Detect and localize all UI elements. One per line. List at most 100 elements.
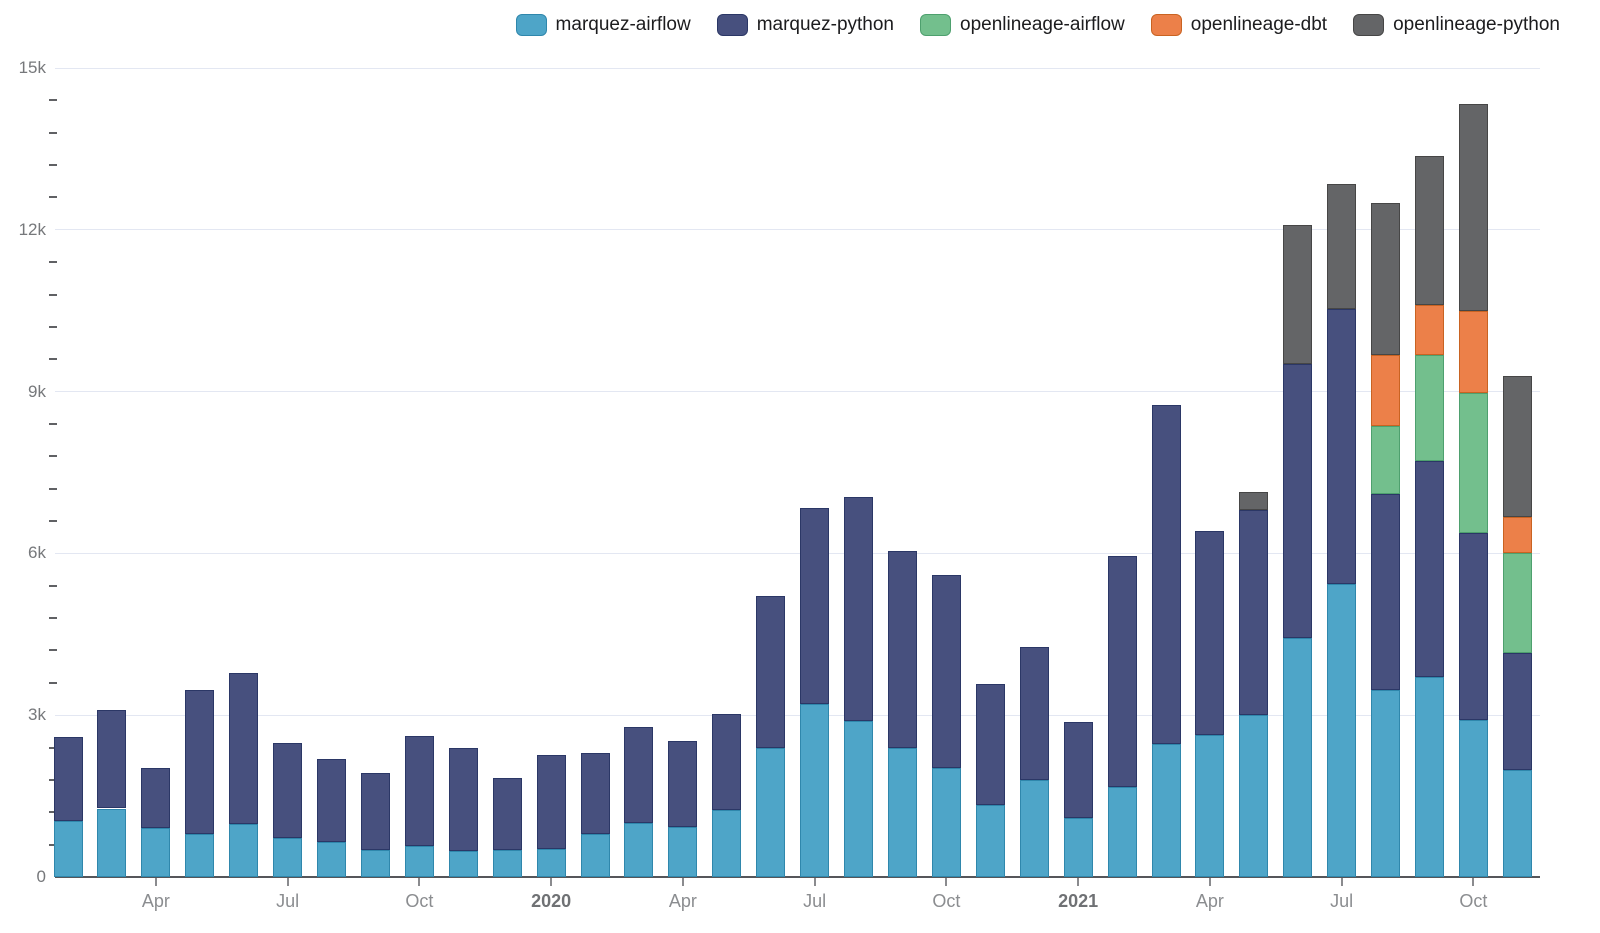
x-tick-Jul [1340,878,1343,886]
bar-segment-marquez-python [492,778,522,851]
y-minor-tick [49,196,57,199]
bar-segment-marquez-airflow [1151,744,1181,877]
bar-segment-marquez-python [580,753,610,834]
y-minor-tick [49,422,57,425]
legend-item-openlineage-airflow[interactable]: openlineage-airflow [920,14,1125,36]
bar-2019-03 [97,0,127,877]
x-tick-Apr [1208,878,1211,886]
bar-segment-marquez-airflow [800,704,830,877]
legend-label: openlineage-dbt [1190,14,1328,35]
legend-swatch-icon [515,14,547,36]
x-axis-label-Apr: Apr [668,891,697,911]
bar-segment-marquez-airflow [492,850,522,877]
y-minor-tick [49,293,57,296]
gridline-6k [55,552,1540,554]
x-tick-Apr [154,878,157,886]
legend-label: openlineage-python [1393,14,1560,35]
x-tick-Oct [945,878,948,886]
legend-item-marquez-python[interactable]: marquez-python [716,14,894,36]
bar-2021-09 [1415,0,1445,877]
bar-segment-marquez-python [1195,530,1225,736]
bar-segment-marquez-python [887,550,917,748]
bar-segment-marquez-airflow [273,838,303,877]
bar-segment-marquez-airflow [360,850,390,877]
x-tick-Oct [418,878,421,886]
bar-segment-marquez-python [931,574,961,769]
bar-segment-openlineage-python [1239,492,1269,511]
bar-segment-marquez-python [1283,364,1313,639]
bar-segment-openlineage-airflow [1502,553,1532,654]
bar-2021-07 [1327,0,1357,877]
bar-segment-marquez-airflow [317,842,347,877]
x-axis-line [55,876,1540,878]
bar-2020-12 [1019,0,1049,877]
bar-segment-marquez-python [1371,494,1401,690]
bar-segment-marquez-airflow [536,848,566,877]
y-minor-tick [49,811,57,814]
bar-segment-openlineage-dbt [1502,516,1532,554]
bar-segment-marquez-python [1107,556,1137,788]
bar-segment-openlineage-dbt [1415,304,1445,355]
x-axis-label-Jul: Jul [803,891,827,911]
bar-segment-marquez-airflow [887,747,917,877]
y-minor-tick [49,358,57,361]
bar-2021-05 [1239,0,1269,877]
x-tick-2021 [1077,878,1080,886]
bar-segment-marquez-airflow [1063,817,1093,877]
legend-label: marquez-airflow [555,14,691,35]
x-tick-Jul [286,878,289,886]
bar-segment-marquez-python [712,714,742,811]
bar-segment-marquez-airflow [229,824,259,877]
bar-segment-marquez-python [97,709,127,809]
x-axis-label-Oct: Oct [405,891,434,911]
bar-segment-marquez-python [1327,309,1357,585]
legend-label: openlineage-airflow [960,14,1125,35]
bar-2021-02 [1107,0,1137,877]
y-axis-label-9k: 9k [28,381,46,401]
y-minor-tick [49,520,57,523]
bar-2019-02 [53,0,83,877]
bar-segment-marquez-airflow [185,833,215,877]
y-minor-tick [49,746,57,749]
bar-segment-marquez-airflow [1239,715,1269,877]
bar-segment-marquez-airflow [1283,638,1313,877]
y-minor-tick [49,261,57,264]
legend-item-openlineage-dbt[interactable]: openlineage-dbt [1150,14,1328,36]
legend-swatch-icon [1353,14,1385,36]
bar-2020-02 [580,0,610,877]
bar-2019-12 [492,0,522,877]
bar-segment-openlineage-python [1415,156,1445,305]
bar-segment-openlineage-dbt [1371,355,1401,427]
bar-2019-06 [229,0,259,877]
bar-2020-08 [844,0,874,877]
y-minor-tick [49,131,57,134]
bar-segment-marquez-python [185,689,215,834]
bar-2021-10 [1458,0,1488,877]
bar-segment-openlineage-python [1502,375,1532,517]
bar-segment-marquez-python [229,673,259,825]
bar-segment-marquez-airflow [668,827,698,877]
gridline-12k [55,229,1540,231]
bar-2020-03 [624,0,654,877]
bar-segment-marquez-python [844,496,874,722]
bar-segment-marquez-airflow [975,804,1005,877]
bar-segment-marquez-airflow [1371,689,1401,877]
bar-2021-03 [1151,0,1181,877]
legend-item-openlineage-python[interactable]: openlineage-python [1353,14,1560,36]
gridline-9k [55,391,1540,393]
bar-segment-openlineage-python [1283,224,1313,365]
bar-2019-05 [185,0,215,877]
bar-segment-marquez-airflow [141,827,171,877]
y-axis-label-3k: 3k [28,705,46,725]
y-minor-tick [49,584,57,587]
bar-2021-11 [1502,0,1532,877]
gridline-15k [55,67,1540,69]
legend-item-marquez-airflow[interactable]: marquez-airflow [515,14,691,36]
y-axis-label-0: 0 [36,867,46,886]
y-axis-label-15k: 15k [18,58,46,77]
bar-segment-marquez-python [1019,647,1049,780]
bar-segment-marquez-airflow [1195,735,1225,877]
y-minor-tick [49,455,57,458]
